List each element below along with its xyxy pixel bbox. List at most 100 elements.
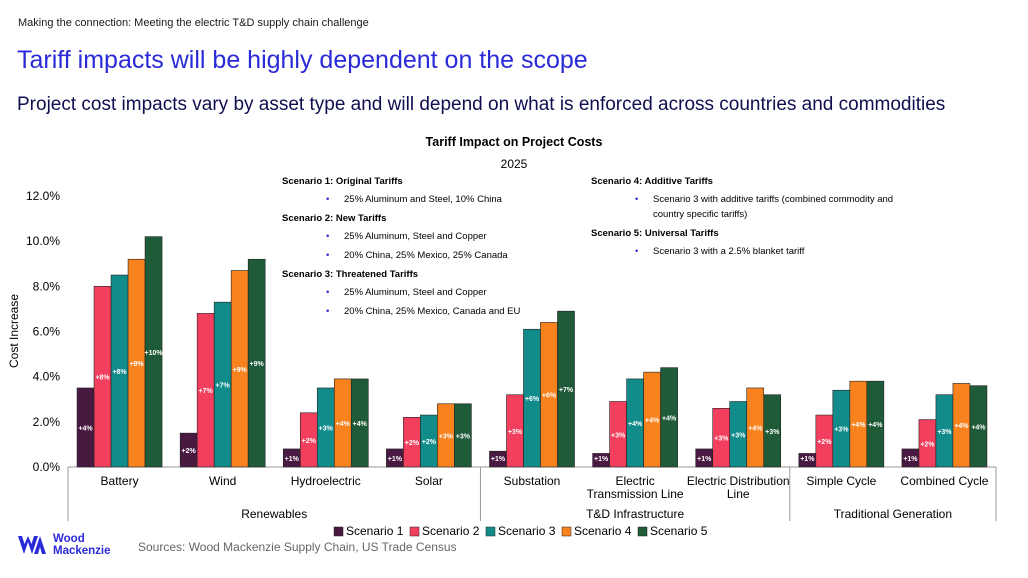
x-tick-label: Electric bbox=[615, 474, 654, 488]
data-label: +7% bbox=[559, 387, 574, 394]
y-tick-label: 0.0% bbox=[33, 460, 61, 474]
x-tick-label: Battery bbox=[101, 474, 139, 488]
logo-line-2: Mackenzie bbox=[53, 545, 111, 557]
scenario-note-bullet-icon: • bbox=[326, 194, 329, 205]
group-label: Traditional Generation bbox=[834, 507, 952, 521]
wood-mackenzie-mark-icon bbox=[16, 534, 48, 556]
data-label: +4% bbox=[645, 418, 660, 425]
wood-mackenzie-logo: Wood Mackenzie bbox=[16, 533, 111, 557]
y-tick-label: 12.0% bbox=[26, 189, 60, 203]
legend-label: Scenario 3 bbox=[498, 524, 556, 538]
data-label: +9% bbox=[250, 361, 265, 368]
scenario-note-bullet-icon: • bbox=[635, 246, 638, 257]
data-label: +4% bbox=[78, 425, 93, 432]
data-label: +1% bbox=[388, 456, 403, 463]
data-label: +3% bbox=[834, 427, 849, 434]
legend-label: Scenario 5 bbox=[650, 524, 708, 538]
data-label: +9% bbox=[233, 367, 248, 374]
scenario-note-bullet: 25% Aluminum, Steel and Copper bbox=[344, 231, 487, 242]
data-label: +10% bbox=[145, 350, 164, 357]
x-tick-label: Combined Cycle bbox=[900, 474, 988, 488]
scenario-note-bullet-icon: • bbox=[635, 194, 638, 205]
data-label: +3% bbox=[456, 433, 471, 440]
scenario-note-heading: Scenario 5: Universal Tariffs bbox=[591, 228, 719, 239]
data-label: +1% bbox=[697, 456, 712, 463]
scenario-note-bullet: country specific tariffs) bbox=[653, 209, 747, 220]
x-tick-label: Transmission Line bbox=[587, 487, 684, 501]
y-tick-label: 4.0% bbox=[33, 370, 61, 384]
data-label: +1% bbox=[285, 456, 300, 463]
source-note: Sources: Wood Mackenzie Supply Chain, US… bbox=[138, 540, 457, 554]
data-label: +9% bbox=[129, 361, 144, 368]
data-label: +6% bbox=[525, 396, 540, 403]
data-label: +2% bbox=[920, 441, 935, 448]
data-label: +3% bbox=[439, 433, 454, 440]
x-tick-label: Electric Distribution bbox=[687, 474, 790, 488]
legend-label: Scenario 4 bbox=[574, 524, 632, 538]
data-label: +7% bbox=[199, 388, 214, 395]
data-label: +3% bbox=[508, 429, 523, 436]
data-label: +2% bbox=[182, 448, 197, 455]
data-label: +2% bbox=[302, 438, 317, 445]
y-axis-label: Cost Increase bbox=[7, 294, 21, 368]
data-label: +4% bbox=[662, 415, 677, 422]
data-label: +2% bbox=[422, 439, 437, 446]
y-tick-label: 8.0% bbox=[33, 279, 61, 293]
data-label: +1% bbox=[800, 456, 815, 463]
legend-swatch bbox=[410, 527, 419, 536]
legend-label: Scenario 2 bbox=[422, 524, 480, 538]
scenario-note-bullet: Scenario 3 with additive tariffs (combin… bbox=[653, 194, 893, 205]
chart-title: Tariff Impact on Project Costs bbox=[426, 135, 603, 149]
data-label: +7% bbox=[216, 383, 231, 390]
group-label: T&D Infrastructure bbox=[586, 507, 684, 521]
data-label: +4% bbox=[954, 423, 969, 430]
data-label: +1% bbox=[491, 456, 506, 463]
data-label: +4% bbox=[868, 422, 883, 429]
scenario-note-bullet-icon: • bbox=[326, 287, 329, 298]
data-label: +1% bbox=[903, 456, 918, 463]
scenario-note-bullet: Scenario 3 with a 2.5% blanket tariff bbox=[653, 246, 805, 257]
data-label: +3% bbox=[319, 425, 334, 432]
y-tick-label: 2.0% bbox=[33, 415, 61, 429]
y-tick-label: 10.0% bbox=[26, 234, 60, 248]
chart-subtitle: 2025 bbox=[501, 157, 528, 171]
scenario-note-bullet: 20% China, 25% Mexico, Canada and EU bbox=[344, 306, 521, 317]
logo-line-1: Wood bbox=[53, 533, 111, 545]
data-label: +6% bbox=[542, 393, 557, 400]
data-label: +4% bbox=[628, 421, 643, 428]
legend-swatch bbox=[486, 527, 495, 536]
data-label: +3% bbox=[731, 432, 746, 439]
data-label: +4% bbox=[336, 421, 351, 428]
scenario-note-bullet-icon: • bbox=[326, 306, 329, 317]
legend-swatch bbox=[638, 527, 647, 536]
x-tick-label: Hydroelectric bbox=[291, 474, 361, 488]
x-tick-label: Line bbox=[727, 487, 750, 501]
data-label: +8% bbox=[95, 375, 110, 382]
data-label: +3% bbox=[937, 429, 952, 436]
x-tick-label: Substation bbox=[504, 474, 561, 488]
y-tick-label: 6.0% bbox=[33, 325, 61, 339]
data-label: +3% bbox=[714, 436, 729, 443]
x-tick-label: Solar bbox=[415, 474, 443, 488]
scenario-note-bullet: 25% Aluminum, Steel and Copper bbox=[344, 287, 487, 298]
data-label: +3% bbox=[611, 432, 626, 439]
scenario-note-heading: Scenario 4: Additive Tariffs bbox=[591, 176, 713, 187]
legend-swatch bbox=[562, 527, 571, 536]
scenario-note-bullet: 20% China, 25% Mexico, 25% Canada bbox=[344, 250, 508, 261]
data-label: +8% bbox=[112, 369, 127, 376]
data-label: +4% bbox=[851, 422, 866, 429]
legend-swatch bbox=[334, 527, 343, 536]
scenario-note-bullet-icon: • bbox=[326, 250, 329, 261]
data-label: +1% bbox=[594, 456, 609, 463]
scenario-note-bullet-icon: • bbox=[326, 231, 329, 242]
group-label: Renewables bbox=[241, 507, 307, 521]
data-label: +4% bbox=[748, 425, 763, 432]
scenario-note-heading: Scenario 1: Original Tariffs bbox=[282, 176, 403, 187]
data-label: +2% bbox=[405, 440, 420, 447]
scenario-note-heading: Scenario 2: New Tariffs bbox=[282, 213, 386, 224]
data-label: +3% bbox=[765, 429, 780, 436]
x-tick-label: Wind bbox=[209, 474, 236, 488]
data-label: +4% bbox=[353, 421, 368, 428]
data-label: +2% bbox=[817, 439, 832, 446]
data-label: +4% bbox=[971, 424, 986, 431]
